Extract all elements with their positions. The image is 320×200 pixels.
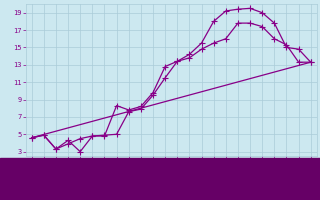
X-axis label: Windchill (Refroidissement éolien,°C): Windchill (Refroidissement éolien,°C)	[86, 166, 257, 175]
